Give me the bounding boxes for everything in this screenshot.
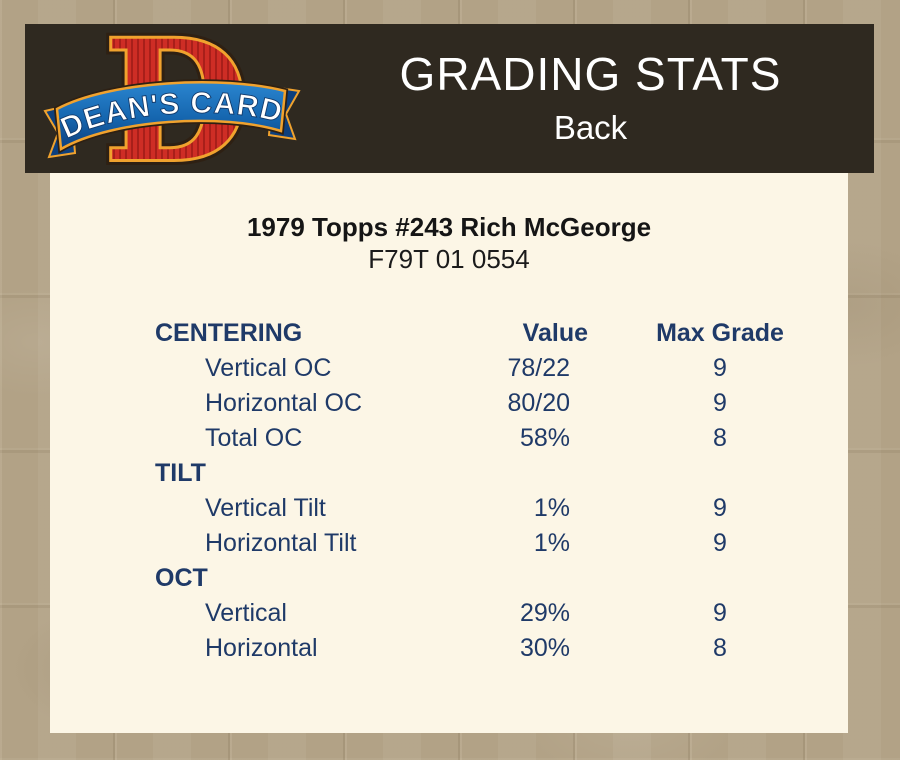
row-value: 58%: [519, 424, 570, 452]
table-row-vertical-oc: Vertical OC 78/22 9: [155, 351, 848, 386]
grading-stats-panel: 1979 Topps #243 Rich McGeorge F79T 01 05…: [50, 173, 848, 733]
row-label: Horizontal OC: [205, 389, 362, 417]
section-label-centering: CENTERING: [155, 319, 303, 347]
row-label: Horizontal Tilt: [205, 529, 357, 557]
row-label: Vertical Tilt: [205, 494, 326, 522]
column-header-max-grade: Max Grade: [656, 319, 784, 347]
table-section-oct: OCT: [155, 561, 848, 596]
table-row-horizontal-tilt: Horizontal Tilt 1% 9: [155, 526, 848, 561]
table-row-vertical-tilt: Vertical Tilt 1% 9: [155, 491, 848, 526]
header-band: D D DEAN'S CARDS GRADING STATS Back: [25, 24, 874, 173]
header-titles: GRADING STATS Back: [315, 48, 866, 148]
row-value: 30%: [519, 634, 570, 662]
table-row-oct-vertical: Vertical 29% 9: [155, 596, 848, 631]
row-value: 1%: [533, 494, 570, 522]
table-row-total-oc: Total OC 58% 8: [155, 421, 848, 456]
row-max-grade: 9: [713, 354, 727, 382]
grading-stats-table: CENTERING Value Max Grade Vertical OC 78…: [155, 316, 848, 666]
section-label-tilt: TILT: [155, 459, 206, 487]
table-row-horizontal-oc: Horizontal OC 80/20 9: [155, 386, 848, 421]
table-row-oct-horizontal: Horizontal 30% 8: [155, 631, 848, 666]
row-max-grade: 9: [713, 529, 727, 557]
column-header-value: Value: [522, 319, 588, 347]
row-value: 78/22: [507, 354, 570, 382]
section-label-oct: OCT: [155, 564, 208, 592]
card-title: 1979 Topps #243 Rich McGeorge: [246, 212, 652, 242]
page-title: GRADING STATS: [399, 48, 782, 100]
row-max-grade: 9: [713, 389, 727, 417]
table-section-tilt: TILT: [155, 456, 848, 491]
card-serial-number: F79T 01 0554: [368, 244, 530, 274]
row-value: 80/20: [507, 389, 570, 417]
deans-cards-logo: D D DEAN'S CARDS: [41, 29, 301, 169]
row-max-grade: 8: [713, 634, 727, 662]
row-label: Horizontal: [205, 634, 318, 662]
row-value: 1%: [533, 529, 570, 557]
row-label: Vertical: [205, 599, 287, 627]
row-max-grade: 8: [713, 424, 727, 452]
row-max-grade: 9: [713, 599, 727, 627]
table-header-row: CENTERING Value Max Grade: [155, 316, 848, 351]
row-label: Vertical OC: [205, 354, 332, 382]
card-side-label: Back: [553, 109, 628, 146]
row-label: Total OC: [205, 424, 303, 452]
row-value: 29%: [519, 599, 570, 627]
row-max-grade: 9: [713, 494, 727, 522]
